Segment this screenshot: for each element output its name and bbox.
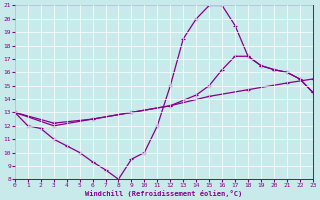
- X-axis label: Windchill (Refroidissement éolien,°C): Windchill (Refroidissement éolien,°C): [85, 190, 243, 197]
